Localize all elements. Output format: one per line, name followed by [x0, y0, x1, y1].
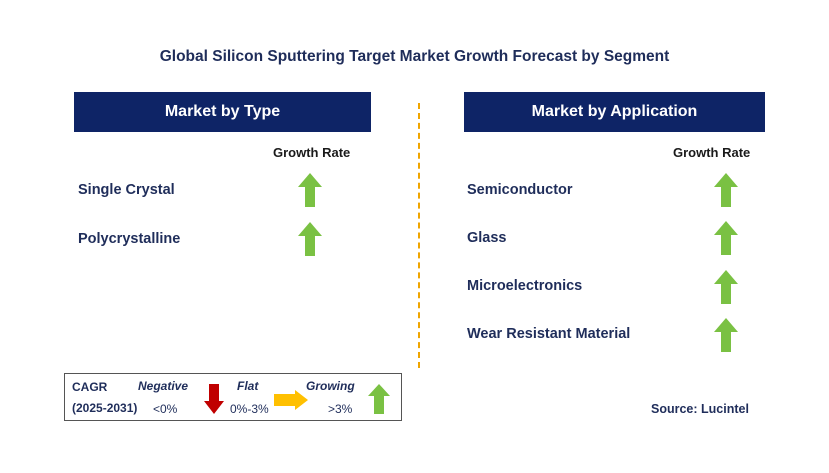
- up-arrow-icon: [298, 222, 322, 256]
- application-panel-header: Market by Application: [464, 92, 765, 132]
- up-arrow-icon: [298, 173, 322, 207]
- chart-title: Global Silicon Sputtering Target Market …: [159, 48, 670, 65]
- type-panel-header: Market by Type: [74, 92, 371, 132]
- legend-period: (2025-2031): [72, 401, 138, 415]
- panel-divider: [418, 103, 420, 368]
- up-arrow-icon: [714, 318, 738, 352]
- legend-negative-label: Negative: [138, 379, 189, 393]
- type-item-polycrystalline: Polycrystalline: [78, 231, 181, 247]
- cagr-legend: CAGR (2025-2031) Negative <0% Flat 0%-3%…: [64, 373, 402, 421]
- up-arrow-icon: [714, 173, 738, 207]
- up-arrow-icon: [714, 270, 738, 304]
- down-arrow-icon: [204, 384, 224, 414]
- legend-negative-range: <0%: [153, 402, 178, 416]
- application-item-wear-resistant-material: Wear Resistant Material: [467, 326, 631, 342]
- type-growth-rate-label: Growth Rate: [273, 145, 351, 160]
- legend-growing-label: Growing: [306, 379, 355, 393]
- legend-flat-label: Flat: [237, 379, 259, 393]
- type-item-single-crystal: Single Crystal: [78, 182, 175, 198]
- up-arrow-icon: [714, 221, 738, 255]
- up-arrow-icon: [368, 384, 390, 414]
- legend-cagr-label: CAGR: [72, 380, 108, 394]
- application-item-glass: Glass: [467, 230, 507, 246]
- legend-flat-range: 0%-3%: [230, 402, 269, 416]
- application-item-semiconductor: Semiconductor: [467, 182, 573, 198]
- application-growth-rate-label: Growth Rate: [673, 145, 751, 160]
- application-item-microelectronics: Microelectronics: [467, 278, 583, 294]
- right-arrow-icon: [274, 390, 308, 410]
- legend-growing-range: >3%: [328, 402, 353, 416]
- source-note: Source: Lucintel: [651, 402, 749, 416]
